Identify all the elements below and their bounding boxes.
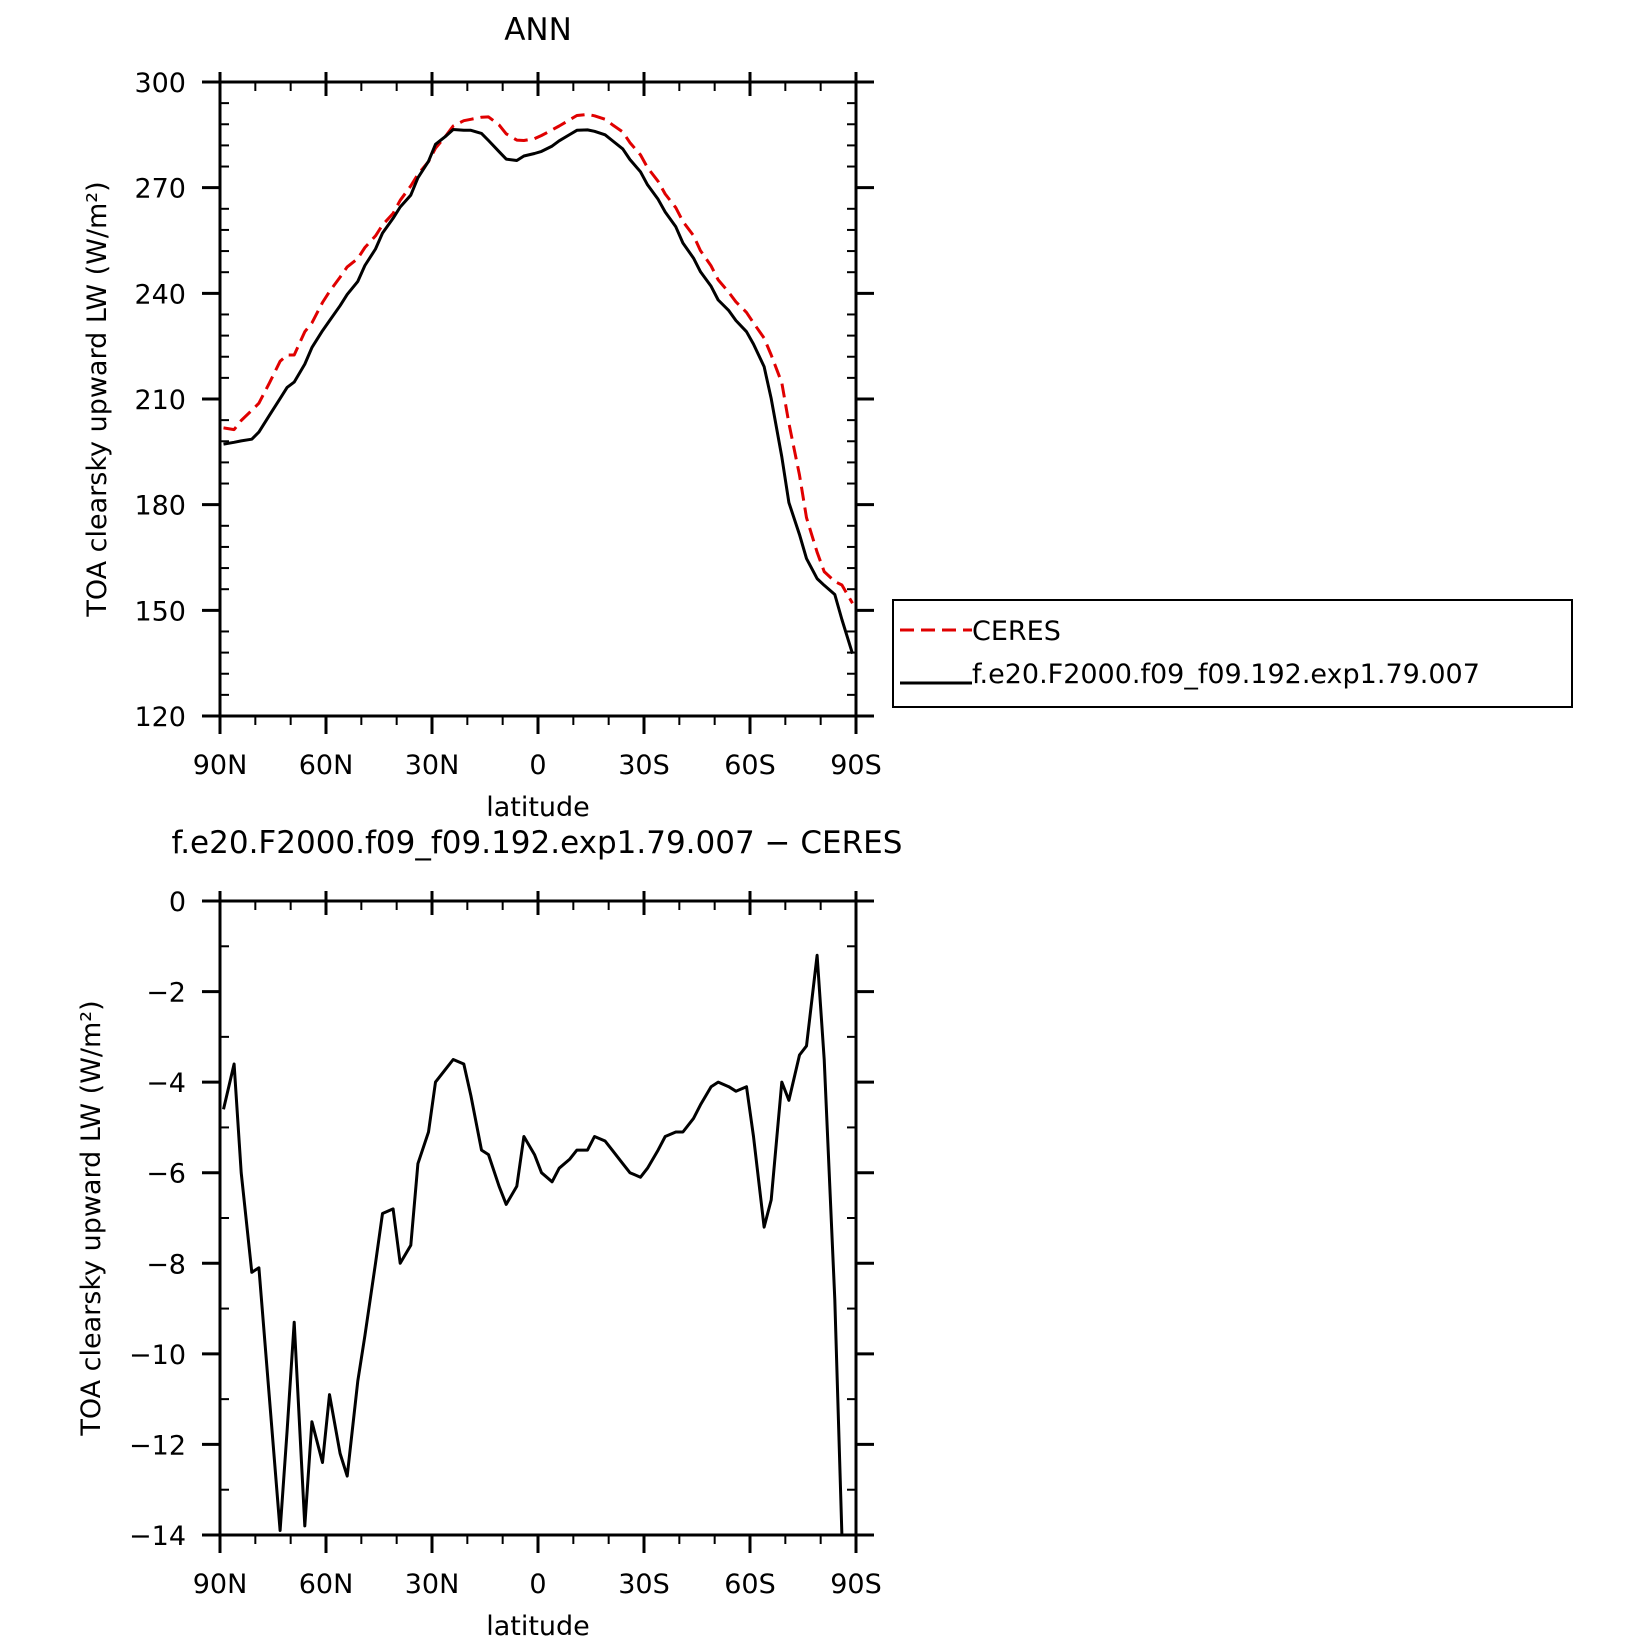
- ceres-series-line: [223, 112, 854, 605]
- top-panel-x-axis-title: latitude: [486, 792, 590, 823]
- bottom-panel-ticks: [202, 891, 874, 1553]
- model-series-line: [223, 128, 854, 655]
- y-tick-label: 270: [134, 174, 186, 205]
- y-tick-label: −10: [129, 1340, 186, 1371]
- y-tick-label: 180: [134, 491, 186, 522]
- bottom-panel-x-axis-title: latitude: [486, 1611, 590, 1641]
- top-panel-y-axis-title: TOA clearsky upward LW (W/m²): [82, 181, 113, 617]
- top-panel-plot-frame: [218, 80, 858, 718]
- bottom-panel-title: f.e20.F2000.f09_f09.192.exp1.79.007 − CE…: [172, 825, 903, 861]
- x-tick-label: 0: [529, 750, 546, 781]
- y-tick-label: −4: [146, 1068, 186, 1099]
- y-tick-label: 0: [169, 887, 186, 918]
- y-tick-label: −12: [129, 1430, 186, 1461]
- y-tick-label: 210: [134, 385, 186, 416]
- legend-ceres-label: CERES: [972, 616, 1061, 647]
- y-tick-label: −14: [129, 1521, 186, 1552]
- y-tick-label: 120: [134, 702, 186, 733]
- x-tick-label: 60S: [724, 1569, 776, 1600]
- bottom-panel-series: [222, 953, 853, 1537]
- x-tick-label: 30N: [405, 1569, 460, 1600]
- bottom-panel-y-axis-title: TOA clearsky upward LW (W/m²): [76, 1000, 107, 1436]
- x-tick-label: 30S: [618, 1569, 670, 1600]
- x-tick-label: 90N: [193, 1569, 248, 1600]
- y-tick-label: 240: [134, 279, 186, 310]
- y-tick-label: 150: [134, 596, 186, 627]
- x-tick-label: 30S: [618, 750, 670, 781]
- legend: CERES f.e20.F2000.f09_f09.192.exp1.79.00…: [892, 599, 1573, 708]
- bottom-panel: f.e20.F2000.f09_f09.192.exp1.79.007 − CE…: [76, 825, 902, 1641]
- x-tick-label: 60N: [299, 1569, 354, 1600]
- top-panel-x-tick-labels: 90N 60N 30N 0 30S 60S 90S: [193, 750, 882, 781]
- bottom-panel-plot-frame: [218, 899, 858, 1537]
- x-tick-label: 60S: [724, 750, 776, 781]
- legend-box: [892, 599, 1573, 708]
- bottom-panel-x-tick-labels: 90N 60N 30N 0 30S 60S 90S: [193, 1569, 882, 1600]
- y-tick-label: −8: [146, 1249, 186, 1280]
- x-tick-label: 60N: [299, 750, 354, 781]
- x-tick-label: 30N: [405, 750, 460, 781]
- x-tick-label: 90S: [830, 1569, 882, 1600]
- bottom-panel-y-tick-labels: 0 −2 −4 −6 −8 −10 −12 −14: [129, 887, 186, 1552]
- x-tick-label: 90S: [830, 750, 882, 781]
- y-tick-label: −2: [146, 978, 186, 1009]
- top-panel: ANN 90N 60N 30N 0 30S 60S 90S 300 270 240 210 180 1…: [82, 12, 882, 823]
- difference-series-line: [222, 953, 853, 1537]
- x-tick-label: 90N: [193, 750, 248, 781]
- top-panel-y-tick-labels: 300 270 240 210 180 150 120: [134, 68, 186, 733]
- y-tick-label: 300: [134, 68, 186, 99]
- top-panel-title: ANN: [504, 12, 572, 48]
- top-panel-series: [223, 112, 854, 655]
- x-tick-label: 0: [529, 1569, 546, 1600]
- y-tick-label: −6: [146, 1159, 186, 1190]
- legend-model-label: f.e20.F2000.f09_f09.192.exp1.79.007: [972, 659, 1480, 690]
